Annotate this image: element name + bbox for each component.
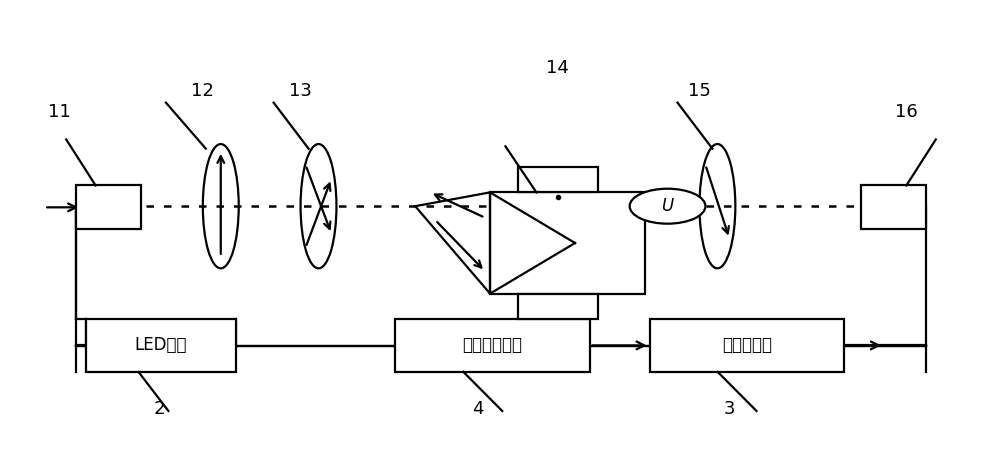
Text: 2: 2 [153,400,165,418]
Text: 3: 3 [724,400,735,418]
Text: LED光源: LED光源 [135,337,187,354]
Text: 信号处理电路: 信号处理电路 [463,337,523,354]
Bar [395,319,590,372]
Text: U: U [661,197,674,215]
Bar [650,319,844,372]
Text: 12: 12 [191,82,214,100]
Circle shape [630,189,705,224]
Bar [518,167,598,193]
Bar [518,294,598,319]
Text: 16: 16 [895,103,918,121]
Text: 4: 4 [472,400,484,418]
Bar [76,186,141,229]
Text: 15: 15 [688,82,711,100]
Text: 光电探测器: 光电探测器 [722,337,772,354]
Text: 11: 11 [48,103,71,121]
Text: 14: 14 [546,59,569,77]
Text: 13: 13 [289,82,312,100]
Bar [86,319,236,372]
Bar [861,186,926,229]
Bar [490,193,645,294]
